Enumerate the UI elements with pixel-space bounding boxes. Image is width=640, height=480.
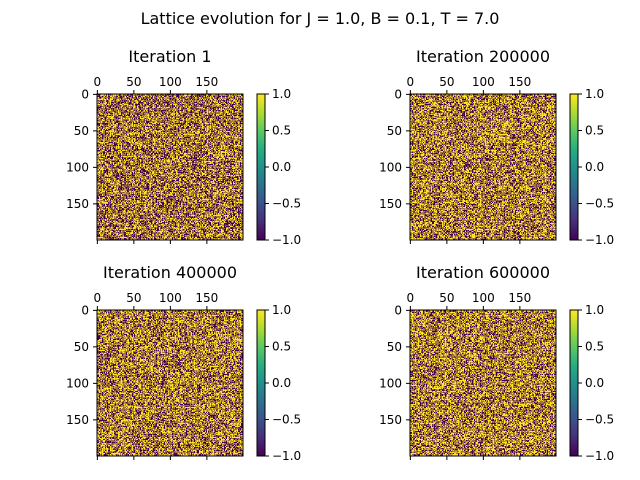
colorbar-tick-label: 0.5 <box>272 124 291 138</box>
colorbar-tick-label: −0.5 <box>585 413 614 427</box>
colorbar-tick-label: −0.5 <box>585 197 614 211</box>
subplot-1: Iteration 1 0 50 100 150 0 50 100 150 1.0 0.5 0.0 −0… <box>66 47 301 247</box>
colorbar-tick-label: −1.0 <box>272 233 301 247</box>
colorbar-tick-label: 0.5 <box>272 340 291 354</box>
y-tick-label: 100 <box>379 376 402 390</box>
y-tick-label: 50 <box>387 340 402 354</box>
lattice-heatmap <box>97 310 243 456</box>
x-tick-label: 100 <box>472 291 495 305</box>
x-tick-label: 150 <box>508 291 531 305</box>
x-tick-label: 0 <box>94 75 102 89</box>
colorbar <box>256 309 266 457</box>
x-tick-label: 100 <box>159 75 182 89</box>
colorbar-tick-label: −1.0 <box>585 449 614 463</box>
subplot-grid: Iteration 1 0 50 100 150 0 50 100 150 1.0 0.5 0.0 −0… <box>66 47 614 463</box>
x-tick-label: 100 <box>472 75 495 89</box>
subplot-title: Iteration 1 <box>128 47 211 66</box>
lattice-heatmap <box>410 310 556 456</box>
colorbar-tick-label: −1.0 <box>272 449 301 463</box>
y-tick-label: 50 <box>74 340 89 354</box>
x-tick-label: 150 <box>195 75 218 89</box>
x-tick-label: 150 <box>508 75 531 89</box>
colorbar-tick-label: 0.5 <box>585 124 604 138</box>
y-tick-label: 100 <box>66 376 89 390</box>
colorbar-tick-label: −0.5 <box>272 413 301 427</box>
colorbar-tick-label: 0.0 <box>585 376 604 390</box>
y-tick-label: 150 <box>379 197 402 211</box>
figure-suptitle: Lattice evolution for J = 1.0, B = 0.1, … <box>141 9 500 28</box>
x-tick-label: 150 <box>195 291 218 305</box>
colorbar-tick-label: −0.5 <box>272 197 301 211</box>
colorbar-tick-label: 0.0 <box>585 160 604 174</box>
y-tick-label: 0 <box>394 87 402 101</box>
y-tick-label: 100 <box>379 160 402 174</box>
colorbar-tick-label: 1.0 <box>272 87 291 101</box>
x-tick-label: 50 <box>439 291 454 305</box>
colorbar <box>256 93 266 241</box>
y-tick-label: 0 <box>81 303 89 317</box>
y-tick-label: 50 <box>387 124 402 138</box>
x-tick-label: 50 <box>126 291 141 305</box>
x-tick-label: 100 <box>159 291 182 305</box>
colorbar <box>569 93 579 241</box>
colorbar-tick-label: 1.0 <box>585 303 604 317</box>
colorbar-tick-label: 0.0 <box>272 376 291 390</box>
colorbar-tick-label: 0.0 <box>272 160 291 174</box>
y-tick-label: 0 <box>394 303 402 317</box>
lattice-heatmap <box>410 94 556 240</box>
colorbar-tick-label: 1.0 <box>585 87 604 101</box>
y-tick-label: 150 <box>379 413 402 427</box>
subplot-title: Iteration 400000 <box>103 263 237 282</box>
colorbar-tick-label: 1.0 <box>272 303 291 317</box>
y-tick-label: 150 <box>66 197 89 211</box>
colorbar-tick-label: 0.5 <box>585 340 604 354</box>
subplot-title: Iteration 200000 <box>416 47 550 66</box>
x-tick-label: 50 <box>439 75 454 89</box>
y-tick-label: 100 <box>66 160 89 174</box>
x-tick-label: 0 <box>407 75 415 89</box>
colorbar-tick-label: −1.0 <box>585 233 614 247</box>
x-tick-label: 0 <box>407 291 415 305</box>
colorbar <box>569 309 579 457</box>
y-tick-label: 0 <box>81 87 89 101</box>
subplot-title: Iteration 600000 <box>416 263 550 282</box>
x-tick-label: 0 <box>94 291 102 305</box>
lattice-heatmap <box>97 94 243 240</box>
y-tick-label: 150 <box>66 413 89 427</box>
y-tick-label: 50 <box>74 124 89 138</box>
x-tick-label: 50 <box>126 75 141 89</box>
